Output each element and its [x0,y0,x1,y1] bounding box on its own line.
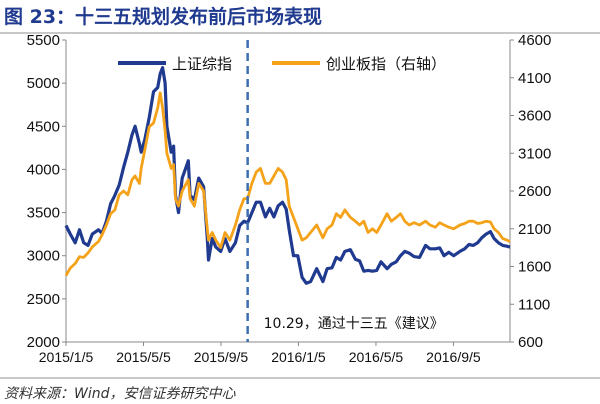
left-tick-label: 5000 [27,75,60,92]
right-tick-label: 2100 [518,221,551,238]
right-tick-label: 1100 [518,296,550,313]
left-tick-label: 4500 [27,118,60,135]
right-tick-label: 2600 [518,183,551,200]
left-tick-label: 2500 [27,291,60,308]
left-tick-label: 2000 [27,334,60,351]
right-tick-label: 3100 [518,145,551,162]
figure-title: 图 23：十三五规划发布前后市场表现 [4,6,323,28]
left-tick-label: 5500 [27,32,60,49]
right-tick-label: 1600 [518,259,551,276]
legend-label-chinext: 创业板指（右轴） [326,55,446,73]
source-note: 资料来源：Wind，安信证券研究中心 [4,386,236,402]
right-tick-label: 600 [518,334,543,351]
x-tick-label: 2016/5/5 [349,349,404,365]
x-tick-label: 2016/9/5 [426,349,481,365]
source-divider [0,377,600,379]
series-line-chinext [64,91,511,277]
x-tick-label: 2015/9/5 [194,349,249,365]
left-tick-label: 4000 [27,161,60,178]
left-tick-label: 3000 [27,248,60,265]
legend-label-shanghai: 上证综指 [172,55,232,73]
x-tick-label: 2015/1/5 [39,349,94,365]
event-annotation: 10.29，通过十三五《建议》 [264,316,444,332]
title-bar: 图 23：十三五规划发布前后市场表现 [0,0,600,34]
x-tick-label: 2015/5/5 [116,349,171,365]
right-tick-label: 4100 [518,70,551,87]
left-tick-label: 3500 [27,205,60,222]
x-tick-label: 2016/1/5 [271,349,326,365]
right-tick-label: 4600 [518,32,551,49]
series-line-shanghai [64,66,511,285]
right-tick-label: 3600 [518,108,551,125]
